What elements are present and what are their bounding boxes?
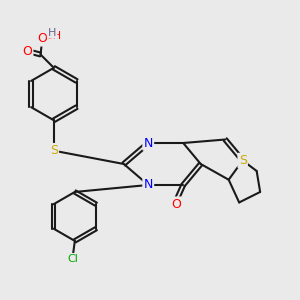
Text: Cl: Cl xyxy=(68,254,79,264)
Text: H: H xyxy=(48,28,56,38)
Text: N: N xyxy=(144,136,153,149)
Text: S: S xyxy=(50,144,58,157)
Text: N: N xyxy=(144,178,153,191)
Text: O: O xyxy=(22,44,32,58)
Text: S: S xyxy=(239,154,247,167)
Text: OH: OH xyxy=(45,32,62,41)
Text: O: O xyxy=(38,32,47,45)
Text: O: O xyxy=(171,198,181,211)
